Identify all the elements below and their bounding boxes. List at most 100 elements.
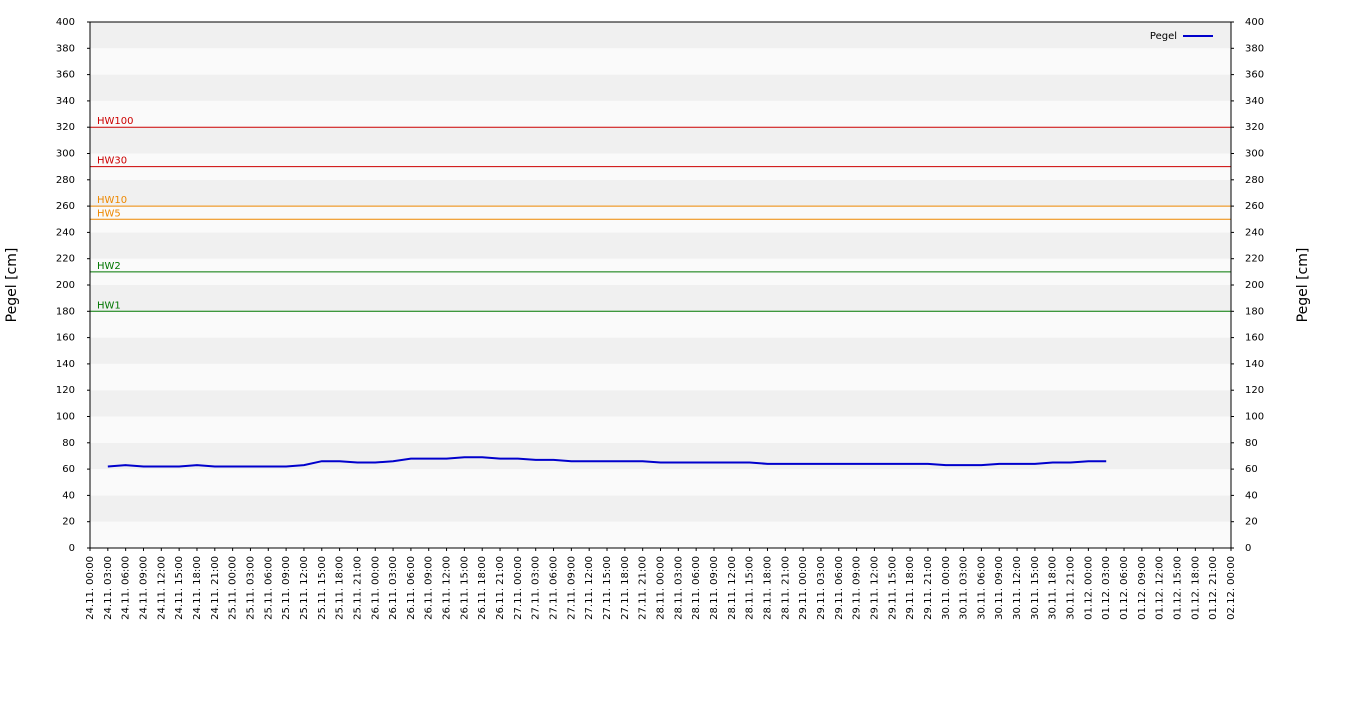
y2-tick-label: 100 <box>1245 412 1264 423</box>
x-tick-label: 28.11. 21:00 <box>780 556 791 620</box>
plot-frame <box>89 21 1232 549</box>
x-tick-label: 24.11. 06:00 <box>121 556 132 620</box>
y2-tick-label: 360 <box>1245 70 1264 81</box>
x-tick-label: 27.11. 15:00 <box>602 556 613 620</box>
y2-tick-label: 80 <box>1245 438 1258 449</box>
y-tick-label: 140 <box>56 359 75 370</box>
y-tick-label: 120 <box>56 385 75 396</box>
x-tick-label: 24.11. 21:00 <box>210 556 221 620</box>
y-axis-label: Pegel [cm] <box>4 248 20 323</box>
x-tick-label: 01.12. 21:00 <box>1208 556 1219 620</box>
threshold-label: HW100 <box>97 116 134 127</box>
x-tick-label: 27.11. 06:00 <box>549 556 560 620</box>
x-tick-label: 01.12. 09:00 <box>1137 556 1148 620</box>
x-tick-label: 30.11. 00:00 <box>941 556 952 620</box>
y2-tick-label: 340 <box>1245 96 1264 107</box>
x-tick-label: 02.12. 00:00 <box>1226 556 1237 620</box>
x-tick-label: 29.11. 03:00 <box>816 556 827 620</box>
background-band <box>90 337 1231 364</box>
x-tick-label: 25.11. 21:00 <box>352 556 363 620</box>
y-tick-label: 180 <box>56 306 75 317</box>
y2-tick-label: 240 <box>1245 227 1264 238</box>
y-tick-label: 200 <box>56 280 75 291</box>
y-tick-label: 360 <box>56 70 75 81</box>
x-tick-label: 27.11. 09:00 <box>566 556 577 620</box>
x-tick-label: 30.11. 15:00 <box>1030 556 1041 620</box>
x-tick-label: 24.11. 09:00 <box>138 556 149 620</box>
x-tick-label: 28.11. 00:00 <box>656 556 667 620</box>
x-tick-label: 26.11. 21:00 <box>495 556 506 620</box>
threshold-label: HW30 <box>97 156 127 167</box>
x-tick-label: 30.11. 06:00 <box>976 556 987 620</box>
legend-label: Pegel <box>1150 31 1177 42</box>
x-tick-label: 28.11. 15:00 <box>745 556 756 620</box>
threshold-label: HW1 <box>97 300 121 311</box>
x-tick-label: 28.11. 18:00 <box>762 556 773 620</box>
background-band <box>90 390 1231 417</box>
y-tick-label: 40 <box>62 490 75 501</box>
threshold-label: HW5 <box>97 208 121 219</box>
x-tick-label: 26.11. 18:00 <box>477 556 488 620</box>
y-tick-label: 20 <box>62 517 75 528</box>
x-tick-label: 30.11. 18:00 <box>1048 556 1059 620</box>
x-tick-label: 29.11. 18:00 <box>905 556 916 620</box>
x-tick-label: 28.11. 12:00 <box>727 556 738 620</box>
background-band <box>90 127 1231 154</box>
y2-tick-label: 20 <box>1245 517 1258 528</box>
y-tick-label: 340 <box>56 96 75 107</box>
y2-tick-label: 160 <box>1245 333 1264 344</box>
background-band <box>90 48 1231 75</box>
y2-tick-label: 200 <box>1245 280 1264 291</box>
x-tick-label: 01.12. 18:00 <box>1190 556 1201 620</box>
background-band <box>90 232 1231 259</box>
background-band <box>90 416 1231 443</box>
background-band <box>90 442 1231 470</box>
data-line <box>107 456 1107 468</box>
y-tick-label: 80 <box>62 438 75 449</box>
y2-axis-label: Pegel [cm] <box>1295 248 1311 323</box>
y2-tick-label: 260 <box>1245 201 1264 212</box>
y2-tick-label: 280 <box>1245 175 1264 186</box>
y2-tick-label: 220 <box>1245 254 1264 265</box>
y-tick-label: 280 <box>56 175 75 186</box>
y-tick-label: 320 <box>56 122 75 133</box>
y-tick-label: 0 <box>69 543 75 554</box>
y2-tick-label: 400 <box>1245 17 1264 28</box>
y-tick-label: 400 <box>56 17 75 28</box>
x-tick-label: 26.11. 03:00 <box>388 556 399 620</box>
x-tick-label: 24.11. 15:00 <box>174 556 185 620</box>
y2-tick-label: 380 <box>1245 43 1264 54</box>
y-tick-label: 220 <box>56 254 75 265</box>
x-tick-label: 30.11. 12:00 <box>1012 556 1023 620</box>
y-tick-label: 260 <box>56 201 75 212</box>
y-tick-label: 160 <box>56 333 75 344</box>
y-tick-label: 300 <box>56 149 75 160</box>
x-tick-label: 29.11. 12:00 <box>869 556 880 620</box>
x-tick-label: 01.12. 12:00 <box>1155 556 1166 620</box>
y2-tick-label: 180 <box>1245 306 1264 317</box>
x-tick-label: 26.11. 09:00 <box>424 556 435 620</box>
x-tick-label: 01.12. 06:00 <box>1119 556 1130 620</box>
y-tick-label: 60 <box>62 464 75 475</box>
y2-tick-label: 140 <box>1245 359 1264 370</box>
x-tick-label: 26.11. 00:00 <box>370 556 381 620</box>
x-tick-label: 27.11. 03:00 <box>531 556 542 620</box>
x-tick-label: 24.11. 18:00 <box>192 556 203 620</box>
y-tick-label: 240 <box>56 227 75 238</box>
threshold-label: HW10 <box>97 195 127 206</box>
y2-tick-label: 60 <box>1245 464 1258 475</box>
x-tick-label: 25.11. 12:00 <box>299 556 310 620</box>
x-tick-label: 29.11. 09:00 <box>852 556 863 620</box>
x-tick-label: 25.11. 09:00 <box>281 556 292 620</box>
x-tick-label: 26.11. 15:00 <box>459 556 470 620</box>
background-band <box>90 521 1231 548</box>
x-tick-label: 30.11. 03:00 <box>959 556 970 620</box>
background-band <box>90 100 1231 128</box>
x-tick-label: 01.12. 00:00 <box>1083 556 1094 620</box>
y-tick-label: 100 <box>56 412 75 423</box>
x-tick-label: 25.11. 06:00 <box>263 556 274 620</box>
y2-tick-label: 300 <box>1245 149 1264 160</box>
x-tick-label: 30.11. 21:00 <box>1066 556 1077 620</box>
x-tick-label: 01.12. 03:00 <box>1101 556 1112 620</box>
